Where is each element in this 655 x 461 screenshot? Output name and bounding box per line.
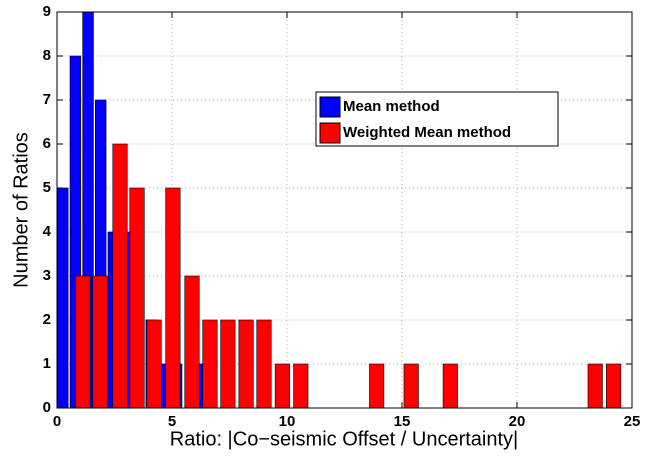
x-tick-label: 15 [394,413,411,430]
bar [184,275,200,409]
bar [369,363,385,409]
x-tick-label: 25 [624,413,641,430]
bar [606,363,622,409]
legend-label: Mean method [343,98,440,115]
x-tick-label: 10 [279,413,296,430]
legend-swatch [319,96,341,118]
bar [403,363,419,409]
y-tick-label: 2 [43,311,51,328]
x-axis-label: Ratio: |Co−seismic Offset / Uncertainty| [170,428,518,450]
y-tick-label: 1 [43,355,51,372]
y-tick-label: 7 [43,91,51,108]
y-tick-label: 5 [43,179,51,196]
bar [238,319,254,409]
y-tick-label: 3 [43,267,51,284]
bar [293,363,309,409]
bar [92,275,108,409]
bar [256,319,272,409]
bar [75,275,91,409]
x-tick-label: 5 [168,413,176,430]
y-tick-label: 0 [43,399,51,416]
bar [587,363,603,409]
y-tick-label: 8 [43,47,51,64]
legend-swatch [319,122,341,144]
bar [220,319,236,409]
y-tick-label: 6 [43,135,51,152]
bar [274,363,290,409]
x-tick-label: 0 [53,413,61,430]
bar [165,187,181,409]
legend-box [315,91,559,147]
bar [202,319,218,409]
legend-label: Weighted Mean method [343,124,511,141]
y-tick-label: 9 [43,3,51,20]
y-tick-label: 4 [43,223,52,240]
bar [442,363,458,409]
x-tick-label: 20 [509,413,526,430]
plot-frame [56,11,633,409]
bar [146,319,162,409]
bar [129,187,145,409]
bar [112,143,128,409]
bar [57,187,69,409]
y-axis-label: Number of Ratios [10,132,32,288]
